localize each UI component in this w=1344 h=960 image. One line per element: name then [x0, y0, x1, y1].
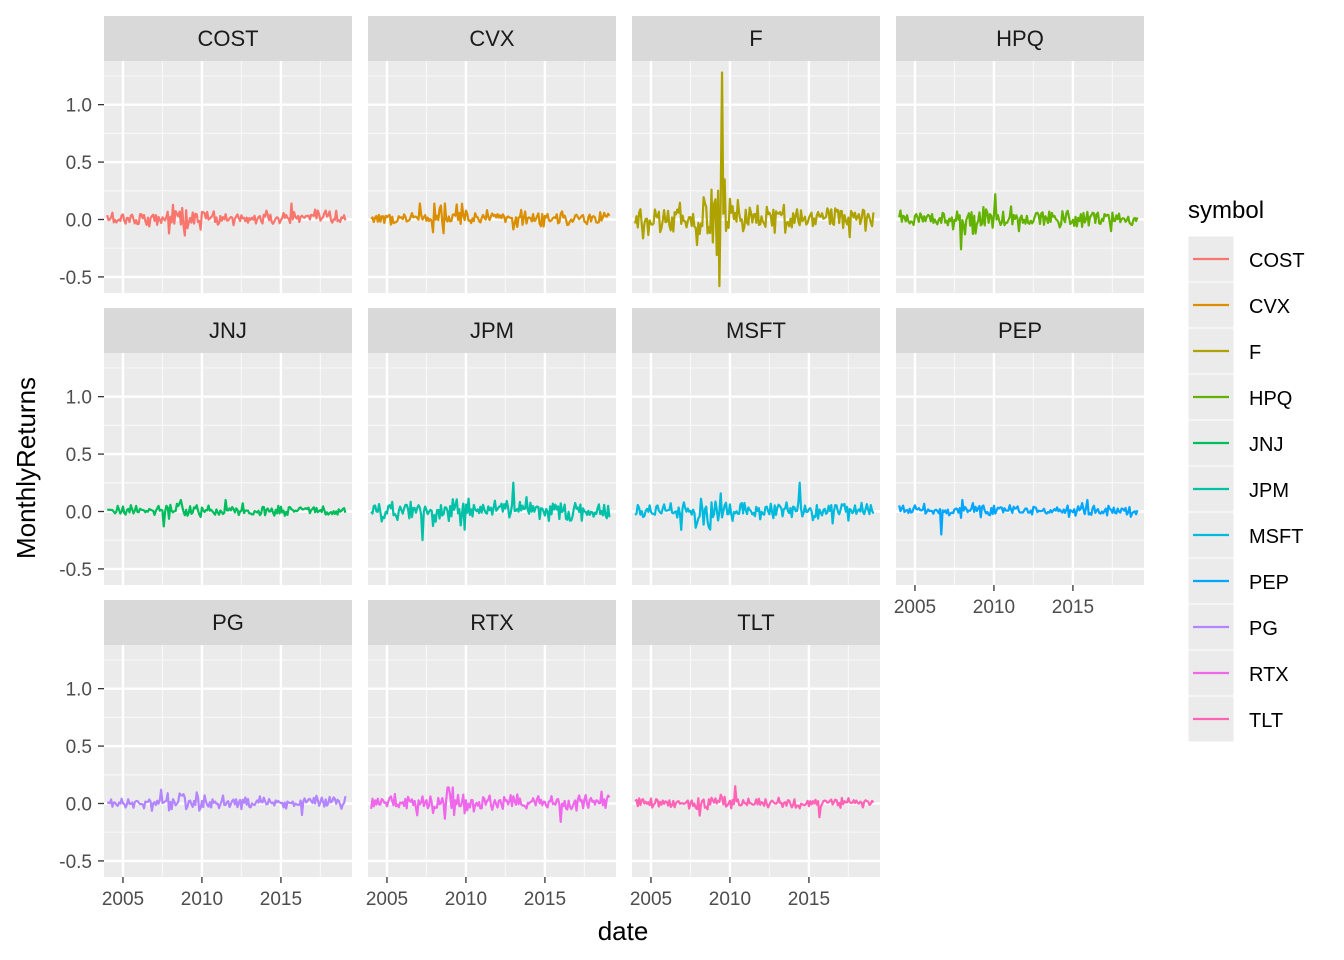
x-tick-label: 2005: [102, 889, 144, 910]
facet-panel-tlt: TLT 2005 2010 2015: [630, 600, 880, 910]
facet-panel-f: F: [632, 16, 880, 293]
facet-strip-label: COST: [197, 26, 258, 51]
facet-strip: [104, 600, 352, 645]
y-tick-label: 0.5: [66, 445, 92, 466]
x-tick-label: 2005: [366, 889, 408, 910]
facet-strip: [632, 16, 880, 61]
panel-background: [896, 353, 1144, 585]
series-line-f: [634, 71, 875, 288]
y-tick-label: 0.0: [66, 794, 92, 815]
panel-background: [368, 61, 616, 293]
y-tick-label: 0.5: [66, 737, 92, 758]
facet-strip-label: CVX: [469, 26, 515, 51]
x-tick-label: 2005: [894, 597, 936, 618]
facet-panel-cost: COST -0.5 0.0 0.5 1.0: [59, 16, 352, 293]
facet-strip-label: TLT: [737, 610, 774, 635]
facet-strip: [632, 600, 880, 645]
series-line-jnj: [107, 498, 347, 528]
x-tick-label: 2015: [1052, 597, 1094, 618]
series-line-pep: [898, 498, 1139, 536]
series-line-tlt: [634, 785, 875, 819]
legend-label: CVX: [1249, 296, 1290, 318]
panel-background: [632, 353, 880, 585]
panel-background: [368, 353, 616, 585]
legend-title: symbol: [1188, 197, 1264, 224]
facet-panel-rtx: RTX 2005 2010 2015: [366, 600, 616, 910]
legend-label: TLT: [1249, 710, 1283, 732]
legend-label: PG: [1249, 618, 1278, 640]
y-tick-label: -0.5: [59, 268, 92, 289]
y-tick-label: 1.0: [66, 388, 92, 409]
panel-background: [104, 353, 352, 585]
panel-background: [632, 61, 880, 293]
x-tick-label: 2015: [260, 889, 302, 910]
series-line-rtx: [370, 786, 611, 823]
facet-panel-cvx: CVX: [368, 16, 616, 293]
x-tick-label: 2015: [524, 889, 566, 910]
facet-strip-label: RTX: [470, 610, 514, 635]
y-axis-title: MonthlyReturns: [11, 377, 41, 559]
legend: symbol COST CVX F HPQ JNJ JPM MSFT PEP PG RTX TLT: [1187, 197, 1305, 743]
facet-strip: [104, 308, 352, 353]
y-tick-label: -0.5: [59, 852, 92, 873]
series-line-hpq: [898, 193, 1139, 251]
y-tick-label: 1.0: [66, 96, 92, 117]
y-tick-label: 0.0: [66, 502, 92, 523]
y-tick-label: 1.0: [66, 680, 92, 701]
facet-strip: [368, 600, 616, 645]
facet-strip: [104, 16, 352, 61]
x-tick-label: 2010: [973, 597, 1015, 618]
panel-background: [104, 61, 352, 293]
x-tick-label: 2010: [445, 889, 487, 910]
series-line-pg: [106, 788, 347, 817]
facet-strip-label: JPM: [470, 318, 514, 343]
facet-panel-jnj: JNJ -0.5 0.0 0.5 1.0: [59, 308, 352, 585]
legend-label: MSFT: [1249, 526, 1303, 548]
facet-strip-label: PEP: [998, 318, 1042, 343]
x-axis-title: date: [598, 916, 649, 946]
x-tick-label: 2005: [630, 889, 672, 910]
x-tick-label: 2015: [788, 889, 830, 910]
panel-background: [104, 645, 352, 877]
series-line-msft: [634, 481, 875, 531]
facet-strip-label: PG: [212, 610, 244, 635]
series-line-cost: [106, 202, 347, 237]
legend-label: COST: [1249, 250, 1305, 272]
x-tick-label: 2010: [181, 889, 223, 910]
legend-label: PEP: [1249, 572, 1289, 594]
facet-strip: [368, 308, 616, 353]
y-tick-label: -0.5: [59, 560, 92, 581]
y-tick-label: 0.0: [66, 210, 92, 231]
facet-strip-label: JNJ: [209, 318, 247, 343]
facet-strip-label: HPQ: [996, 26, 1044, 51]
facet-panel-msft: MSFT: [632, 308, 880, 585]
series-line-jpm: [370, 481, 611, 542]
facet-panel-hpq: HPQ: [896, 16, 1144, 293]
facet-panels: COST -0.5 0.0 0.5 1.0 CVX F HPQ JNJ -0.5 0.0 0.5 1.0…: [59, 16, 1144, 910]
legend-label: JPM: [1249, 480, 1289, 502]
facet-strip: [896, 16, 1144, 61]
facet-strip: [632, 308, 880, 353]
legend-label: HPQ: [1249, 388, 1292, 410]
facet-panel-pg: PG -0.5 0.0 0.5 1.0 2005 2010 2015: [59, 600, 352, 910]
legend-label: RTX: [1249, 664, 1289, 686]
legend-label: JNJ: [1249, 434, 1283, 456]
facet-strip-label: F: [749, 26, 762, 51]
legend-label: F: [1249, 342, 1261, 364]
facet-strip-label: MSFT: [726, 318, 786, 343]
facet-strip: [368, 16, 616, 61]
panel-background: [896, 61, 1144, 293]
facet-strip: [896, 308, 1144, 353]
y-tick-label: 0.5: [66, 153, 92, 174]
panel-background: [632, 645, 880, 877]
x-tick-label: 2010: [709, 889, 751, 910]
facet-panel-pep: PEP 2005 2010 2015: [894, 308, 1144, 618]
series-line-cvx: [370, 202, 611, 235]
facet-panel-jpm: JPM: [368, 308, 616, 585]
panel-background: [368, 645, 616, 877]
